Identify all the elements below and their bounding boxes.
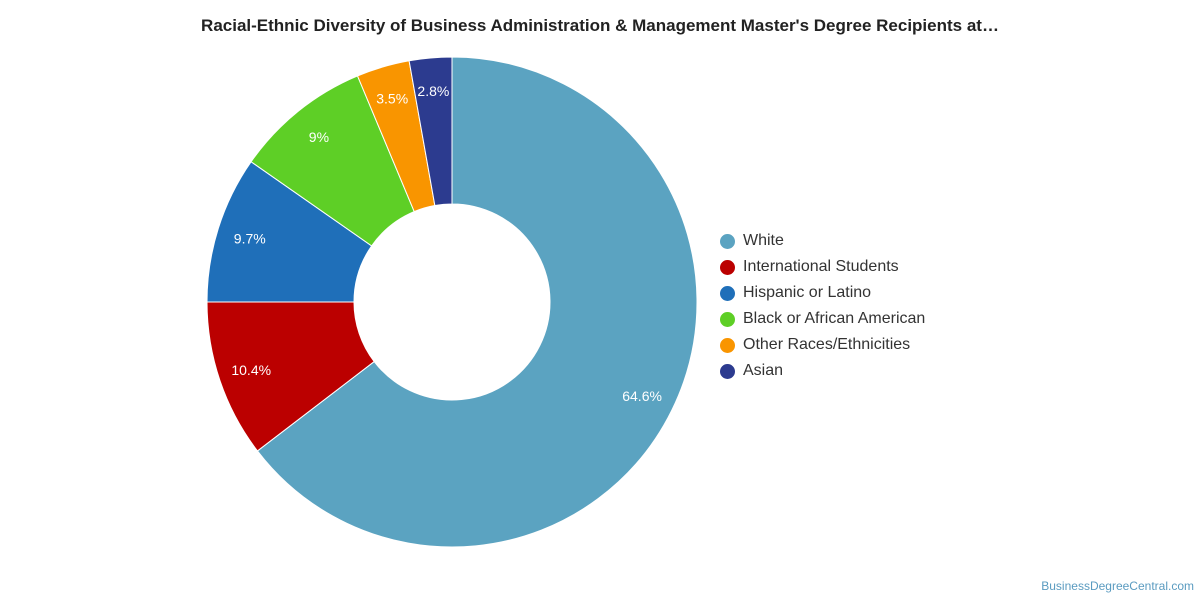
slice-label: 2.8%: [417, 83, 449, 99]
legend-swatch-icon: [720, 233, 735, 249]
chart-title: Racial-Ethnic Diversity of Business Admi…: [201, 16, 999, 35]
legend-swatch-icon: [720, 311, 735, 327]
legend-item[interactable]: International Students: [720, 254, 925, 280]
legend-item[interactable]: Hispanic or Latino: [720, 280, 925, 306]
legend-swatch-icon: [720, 259, 735, 275]
slice-label: 3.5%: [376, 91, 408, 107]
slice-label: 10.4%: [231, 362, 271, 378]
legend-label: Other Races/Ethnicities: [743, 336, 911, 353]
slice-label: 9.7%: [234, 230, 266, 246]
legend-label: White: [743, 232, 784, 249]
source-credit-link[interactable]: BusinessDegreeCentral.com: [1041, 579, 1194, 593]
slice-international-students[interactable]: [206, 301, 375, 452]
legend-swatch-icon: [720, 363, 735, 379]
slice-label: 9%: [309, 129, 329, 145]
legend-item[interactable]: Other Races/Ethnicities: [720, 332, 925, 358]
slice-asian[interactable]: [408, 56, 453, 207]
legend-label: Black or African American: [743, 310, 926, 327]
legend-swatch-icon: [720, 285, 735, 301]
slice-white[interactable]: [256, 56, 698, 548]
legend-label: Hispanic or Latino: [743, 284, 872, 301]
legend-label: Asian: [743, 362, 784, 379]
slice-label: 64.6%: [622, 388, 662, 404]
legend-item[interactable]: Black or African American: [720, 306, 925, 332]
legend-label: International Students: [743, 258, 899, 275]
legend-swatch-icon: [720, 337, 735, 353]
chart-legend: White International Students Hispanic or L…: [720, 228, 925, 384]
legend-item[interactable]: Asian: [720, 358, 925, 384]
legend-item[interactable]: White: [720, 228, 925, 254]
